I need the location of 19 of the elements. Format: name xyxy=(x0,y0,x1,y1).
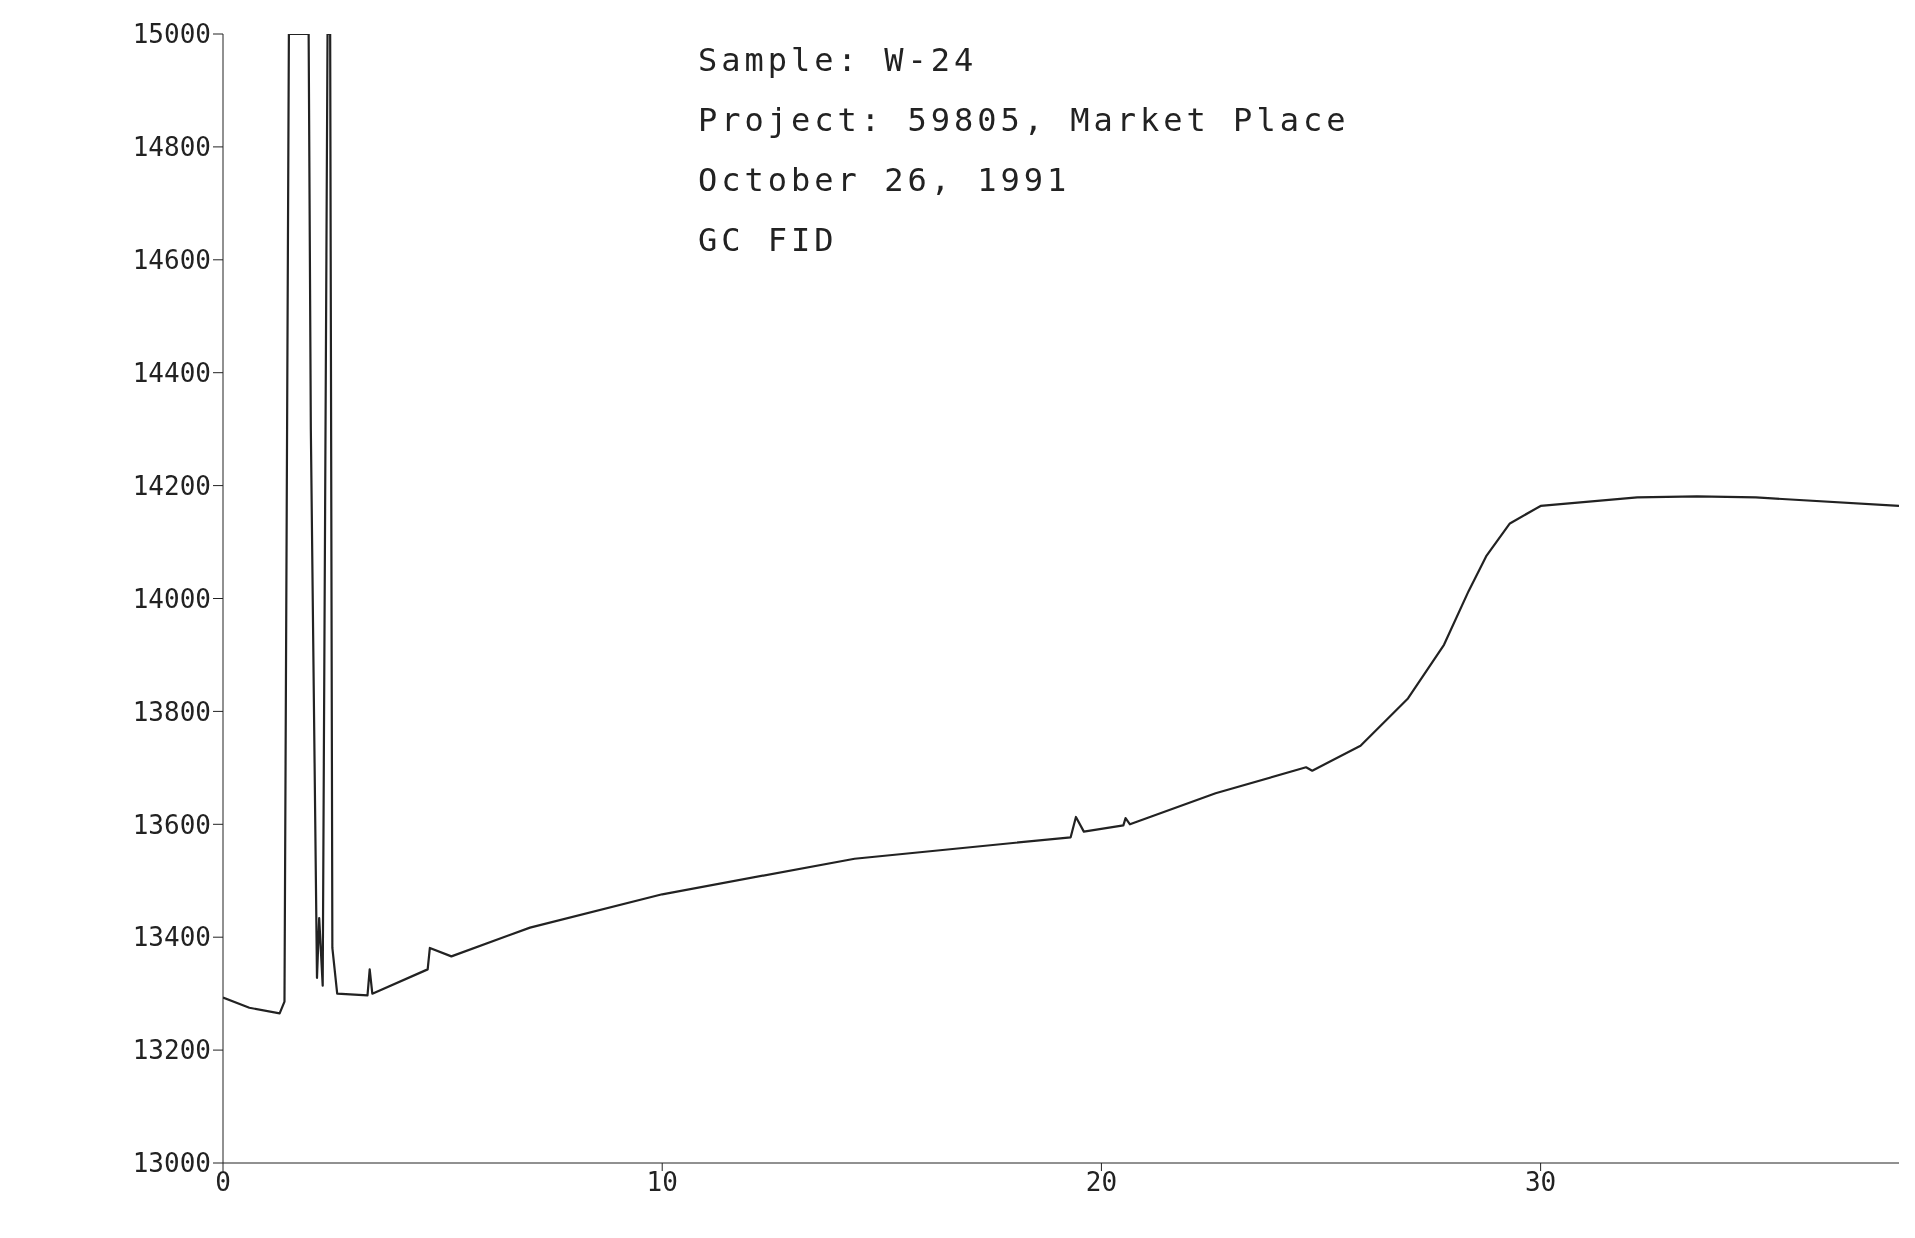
y-tick-label: 13200 xyxy=(132,1035,211,1066)
y-tick-label: 13600 xyxy=(132,809,211,840)
y-tick-label: 14200 xyxy=(132,470,211,501)
x-tick-label: 0 xyxy=(215,1167,231,1198)
y-tick-label: 13800 xyxy=(132,696,211,727)
annotation: October 26, 1991 xyxy=(698,160,1072,201)
annotation: Sample: W-24 xyxy=(698,40,979,81)
y-tick-label: 14600 xyxy=(132,245,211,276)
x-tick-label: 30 xyxy=(1524,1167,1557,1198)
annotation: Project: 59805, Market Place xyxy=(698,100,1350,141)
x-tick-label: 20 xyxy=(1085,1167,1118,1198)
y-tick-label: 14000 xyxy=(132,583,211,614)
y-tick-label: 14800 xyxy=(132,132,211,163)
annotation: GC FID xyxy=(698,220,839,261)
x-tick-label: 10 xyxy=(646,1167,678,1198)
y-tick-label: 13000 xyxy=(132,1148,211,1179)
y-tick-label: 14400 xyxy=(132,357,211,388)
y-tick-label: 13400 xyxy=(132,922,211,953)
y-tick-label: 15000 xyxy=(132,19,211,50)
